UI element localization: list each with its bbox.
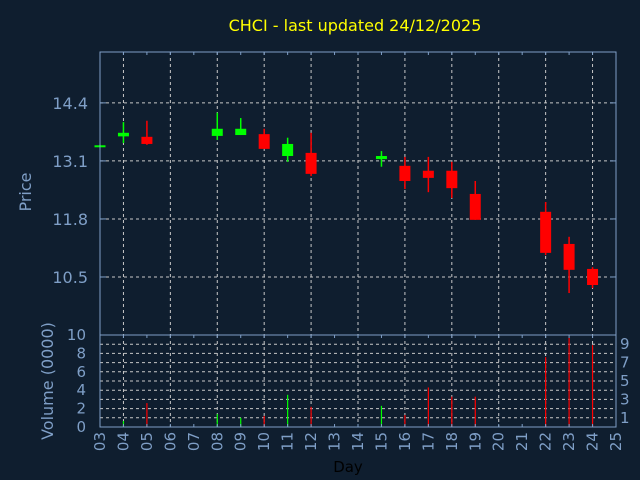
x-tick-label: 16 (396, 432, 414, 451)
candle-body (587, 268, 599, 286)
volume-tick-label: 0 (76, 418, 86, 436)
volume-tick-label: 3 (620, 390, 630, 408)
x-tick-label: 21 (513, 432, 531, 451)
y-tick-label: 14.4 (52, 94, 88, 113)
x-tick-label: 20 (490, 432, 508, 451)
candle-body (141, 136, 153, 144)
volume-tick-label: 8 (76, 344, 86, 362)
grid (100, 52, 616, 427)
x-tick-label: 24 (584, 432, 602, 451)
candle-body (422, 170, 434, 178)
candle-body (446, 170, 458, 189)
candle-body (375, 156, 387, 160)
candle-body (399, 165, 411, 182)
x-tick-label: 05 (138, 432, 156, 451)
y-tick-label: 13.1 (52, 152, 88, 171)
candle-body (305, 152, 317, 174)
x-tick-label: 13 (326, 432, 344, 451)
x-tick-label: 10 (255, 432, 273, 451)
x-tick-label: 09 (232, 432, 250, 451)
y-axis-label: Price (16, 172, 35, 211)
candle-body (117, 132, 129, 137)
x-tick-label: 07 (185, 432, 203, 451)
volume-tick-label: 10 (67, 326, 86, 344)
x-tick-label: 03 (91, 432, 109, 451)
candle-body (211, 128, 223, 136)
volume-axis-label: Volume (0000) (38, 322, 57, 440)
x-tick-label: 22 (537, 432, 555, 451)
chart-title: CHCI - last updated 24/12/2025 (229, 16, 482, 35)
volume-tick-label: 5 (620, 372, 630, 390)
candle-body (282, 143, 294, 157)
x-tick-label: 08 (208, 432, 226, 451)
x-tick-label: 17 (419, 432, 437, 451)
candle-body (258, 134, 270, 149)
volume-tick-label: 6 (76, 363, 86, 381)
x-tick-label: 18 (443, 432, 461, 451)
candle-body (540, 211, 552, 253)
volume-tick-label: 4 (76, 381, 86, 399)
volume-tick-label: 9 (620, 335, 630, 353)
y-tick-label: 10.5 (52, 268, 88, 287)
y-tick-label: 11.8 (52, 210, 88, 229)
x-axis-label: Day (333, 458, 363, 476)
candle-body (563, 243, 575, 270)
x-tick-label: 23 (560, 432, 578, 451)
x-tick-label: 12 (302, 432, 320, 451)
x-tick-label: 19 (466, 432, 484, 451)
x-tick-label: 25 (607, 432, 625, 451)
volume-tick-label: 2 (76, 400, 86, 418)
candle-body (235, 128, 247, 136)
volume-tick-label: 1 (620, 409, 630, 427)
x-tick-label: 11 (279, 432, 297, 451)
x-tick-label: 15 (372, 432, 390, 451)
volume-tick-label: 7 (620, 354, 630, 372)
x-tick-label: 06 (161, 432, 179, 451)
candle-body (469, 193, 481, 220)
x-tick-label: 14 (349, 432, 367, 451)
x-tick-label: 04 (114, 432, 132, 451)
